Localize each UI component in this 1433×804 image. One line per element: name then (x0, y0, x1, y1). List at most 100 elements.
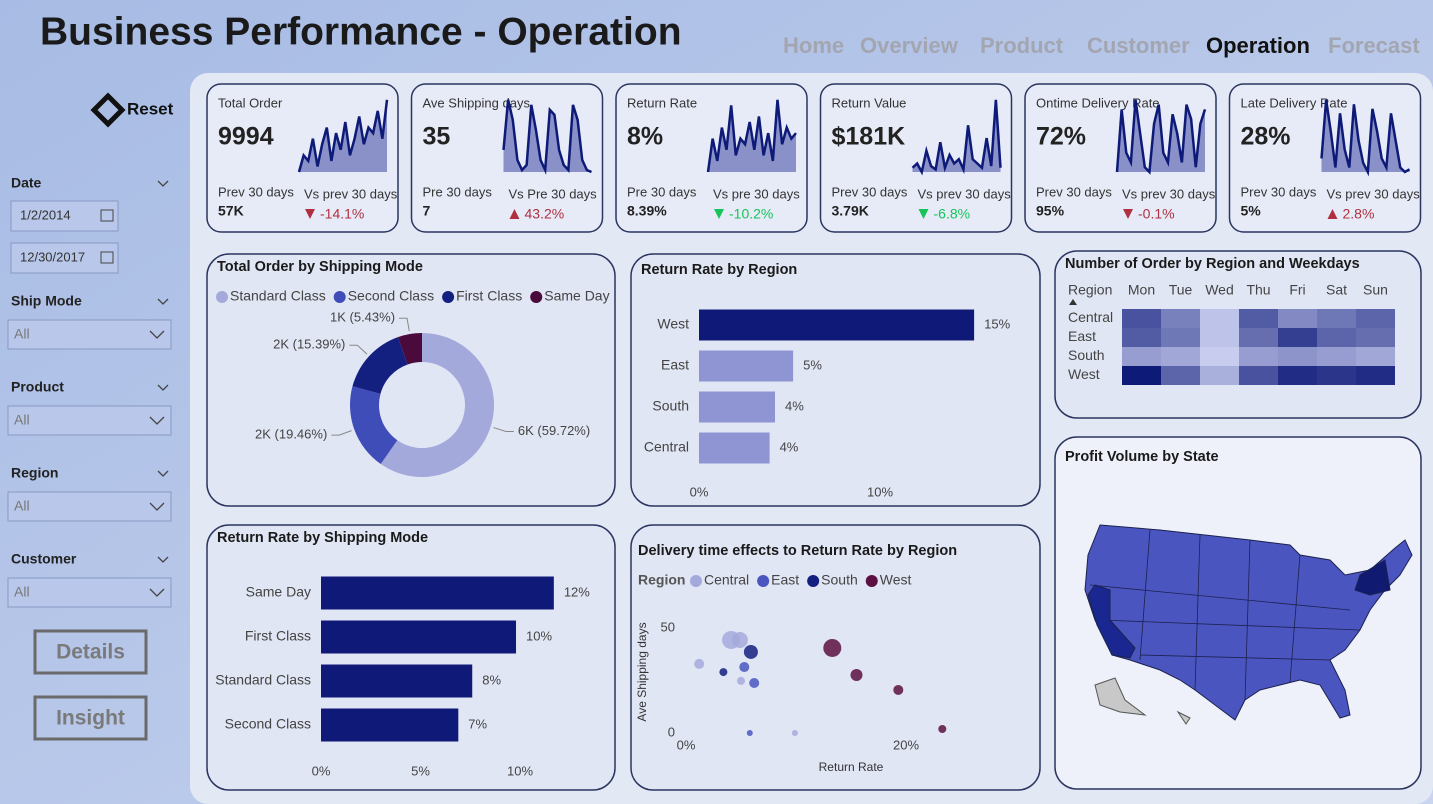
heat-cell (1317, 309, 1356, 328)
reset-button[interactable]: Reset (127, 99, 174, 118)
category-label: Central (644, 439, 689, 455)
legend-marker (216, 291, 228, 303)
nav-item[interactable]: Overview (860, 33, 959, 58)
heat-cell (1122, 309, 1161, 328)
us-map (1084, 524, 1413, 725)
sparkline (706, 99, 797, 173)
chevron (157, 298, 169, 305)
bubble (823, 638, 842, 657)
trend-arrow (918, 209, 929, 219)
legend-label: West (880, 572, 912, 588)
chart-panel (206, 253, 616, 507)
chart-title: Profit Volume by State (1065, 449, 1219, 465)
reset-icon[interactable] (90, 92, 126, 128)
x-tick-label: 5% (411, 763, 430, 778)
x-tick-label: 20% (893, 737, 919, 752)
sparkline (502, 99, 592, 175)
date-input[interactable] (10, 242, 119, 274)
kpi-change: 43.2% (525, 206, 565, 222)
kpi-vs-label: Vs prev 30 days (918, 186, 1012, 201)
kpi-title: Late Delivery Rate (1241, 95, 1348, 110)
chevron (157, 470, 169, 477)
legend-label: Second Class (348, 288, 434, 304)
calendar-icon (100, 209, 114, 222)
bubble (694, 658, 705, 669)
kpi-vs-label: Vs prev 30 days (1327, 186, 1421, 201)
kpi-change: -14.1% (320, 206, 364, 222)
data-label: 12% (564, 584, 590, 599)
kpi-prev-label: Pre 30 days (627, 184, 697, 199)
chart-title: Number of Order by Region and Weekdays (1065, 256, 1360, 272)
bubble (850, 669, 863, 682)
kpi-prev-label: Prev 30 days (1036, 184, 1112, 199)
heat-cell (1317, 366, 1356, 385)
heat-cell (1356, 309, 1395, 328)
dropdown[interactable] (7, 319, 172, 350)
kpi-change: -0.1% (1138, 206, 1175, 222)
state-hi (1176, 710, 1191, 725)
page-title: Business Performance - Operation (40, 10, 682, 53)
sparkline (1320, 99, 1411, 177)
data-label: 2K (19.46%) (255, 427, 327, 442)
heat-cell (1161, 347, 1200, 366)
nav-item[interactable]: Forecast (1328, 33, 1420, 58)
bar (699, 309, 975, 341)
trend-arrow (509, 209, 520, 219)
bubble (791, 730, 798, 736)
bar (699, 432, 770, 464)
leader-line (399, 317, 410, 332)
kpi-prev-label: Prev 30 days (1241, 184, 1317, 199)
category-label: South (652, 398, 689, 414)
chart-panel (630, 253, 1041, 507)
button-label: Insight (56, 707, 125, 730)
kpi-vs-label: Vs Pre 30 days (509, 186, 598, 201)
column-label: Sun (1363, 282, 1388, 298)
nav-item[interactable]: Product (980, 33, 1064, 58)
data-label: 5% (803, 357, 822, 372)
heat-cell (1122, 366, 1161, 385)
kpi-prev-label: Prev 30 days (218, 184, 294, 199)
heat-cell (1278, 366, 1317, 385)
kpi-value: 8% (627, 123, 663, 151)
button[interactable] (33, 629, 148, 675)
bar (699, 350, 794, 382)
kpi-value: 9994 (218, 123, 274, 151)
sort-arrow (1069, 299, 1077, 305)
kpi-title: Return Value (832, 95, 907, 110)
nav-item[interactable]: Home (783, 33, 844, 58)
dropdown[interactable] (7, 491, 172, 522)
kpi-prev-value: 57K (218, 203, 244, 219)
legend-label: First Class (456, 288, 522, 304)
date-input[interactable] (10, 200, 119, 232)
kpi-prev-value: 95% (1036, 203, 1065, 219)
kpi-title: Return Rate (627, 95, 697, 110)
date-value: 1/2/2014 (20, 207, 71, 222)
kpi-prev-value: 5% (1241, 203, 1262, 219)
nav-item[interactable]: Customer (1087, 33, 1190, 58)
kpi-prev-value: 7 (423, 203, 431, 219)
x-tick-label: 0% (677, 737, 696, 752)
trend-arrow (1327, 209, 1338, 219)
data-label: 4% (780, 439, 799, 454)
category-label: Standard Class (215, 672, 311, 688)
nav-item[interactable]: Operation (1206, 33, 1310, 58)
button[interactable] (33, 695, 148, 741)
kpi-value: 28% (1241, 123, 1291, 151)
filter-label: Region (11, 465, 58, 481)
kpi-prev-value: 3.79K (832, 203, 869, 219)
chevron (157, 556, 169, 563)
category-label: First Class (245, 628, 311, 644)
kpi-value: 35 (423, 123, 451, 151)
heat-cell (1317, 328, 1356, 347)
bubble (737, 676, 745, 685)
chevron (149, 330, 165, 339)
trend-arrow (1123, 209, 1133, 219)
kpi-prev-label: Pre 30 days (423, 184, 493, 199)
dropdown[interactable] (7, 577, 172, 608)
category-label: West (657, 316, 689, 332)
chevron (157, 180, 169, 187)
dropdown[interactable] (7, 405, 172, 436)
data-label: 10% (526, 628, 552, 643)
heat-cell (1356, 347, 1395, 366)
